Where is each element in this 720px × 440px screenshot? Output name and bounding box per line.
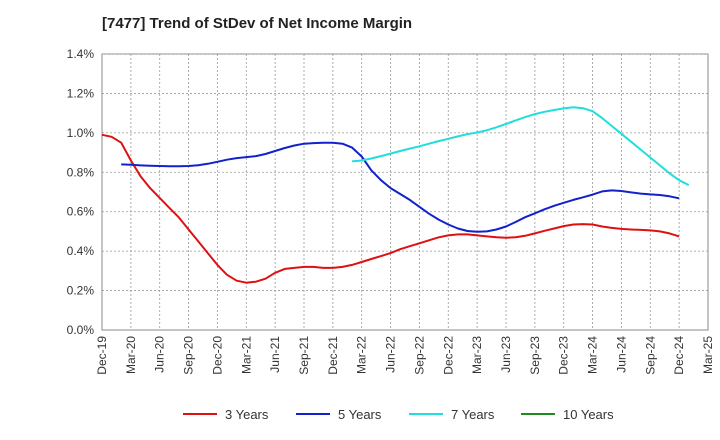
- chart-title: [7477] Trend of StDev of Net Income Marg…: [102, 15, 413, 32]
- x-tick-label: Sep-21: [297, 336, 311, 375]
- x-tick-label: Mar-21: [239, 336, 253, 374]
- x-tick-label: Dec-24: [672, 336, 686, 375]
- x-tick-label: Mar-22: [355, 336, 369, 374]
- legend-label: 3 Years: [225, 407, 269, 422]
- x-tick-label: Mar-23: [470, 336, 484, 374]
- y-tick-label: 0.8%: [67, 165, 95, 179]
- x-tick-label: Sep-23: [528, 336, 542, 375]
- grid: [101, 53, 709, 331]
- legend: 3 Years 5 Years 7 Years 10 Years: [183, 407, 614, 422]
- series-line-7-years: [352, 106, 690, 186]
- y-tick-label: 0.6%: [67, 205, 95, 219]
- axes: 0.0% 0.2% 0.4% 0.6% 0.8% 1.0% 1.2% 1.4% Dec-19 Ma…: [67, 47, 715, 375]
- x-tick-label: Sep-22: [412, 336, 426, 375]
- series-line-3-years: [101, 133, 680, 284]
- x-tick-label: Mar-20: [124, 336, 138, 374]
- x-tick-label: Mar-25: [701, 336, 715, 374]
- x-tick-label: Dec-21: [326, 336, 340, 375]
- legend-label: 10 Years: [563, 407, 614, 422]
- x-tick-label: Dec-23: [557, 336, 571, 375]
- y-tick-label: 1.2%: [67, 86, 95, 100]
- x-tick-label: Jun-21: [268, 336, 282, 373]
- y-tick-label: 1.4%: [67, 47, 95, 61]
- series-line-5-years: [121, 141, 680, 233]
- x-tick-label: Dec-22: [441, 336, 455, 375]
- legend-label: 7 Years: [451, 407, 495, 422]
- y-tick-label: 0.0%: [67, 323, 95, 337]
- plot-area: [101, 53, 709, 331]
- y-tick-label: 1.0%: [67, 126, 95, 140]
- x-tick-label: Jun-24: [614, 336, 628, 373]
- y-tick-label: 0.4%: [67, 244, 95, 258]
- x-tick-label: Jun-22: [384, 336, 398, 373]
- x-tick-label: Sep-20: [182, 336, 196, 375]
- x-tick-label: Jun-20: [153, 336, 167, 373]
- x-tick-label: Dec-19: [95, 336, 109, 375]
- legend-label: 5 Years: [338, 407, 382, 422]
- series-lines: [101, 106, 690, 284]
- x-tick-label: Mar-24: [586, 336, 600, 374]
- x-tick-label: Sep-24: [643, 336, 657, 375]
- x-tick-label: Dec-20: [210, 336, 224, 375]
- y-tick-label: 0.2%: [67, 284, 95, 298]
- x-tick-label: Jun-23: [499, 336, 513, 373]
